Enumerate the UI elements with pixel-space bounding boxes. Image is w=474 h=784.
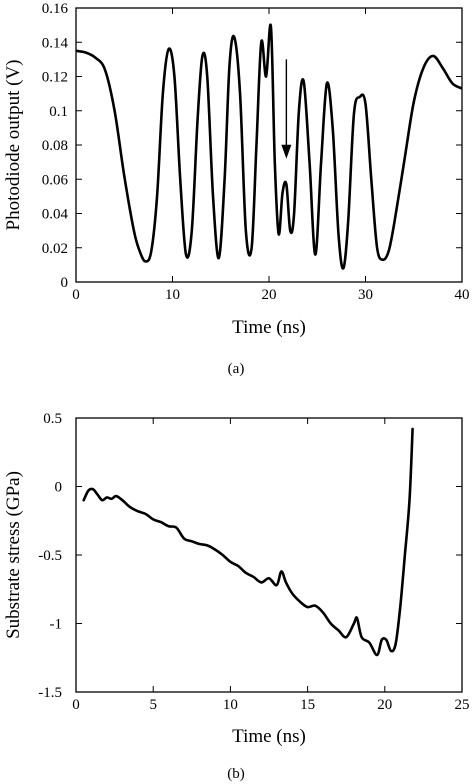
panel-a-x-tick-label: 0 [72, 287, 80, 303]
panel-a-y-tick-label: 0.16 [42, 1, 69, 17]
panel-b-y-tick-label: -1.5 [38, 685, 62, 701]
panel-b-y-tick-label: -0.5 [38, 548, 62, 564]
panel-a-y-tick-label: 0.06 [42, 172, 69, 188]
panel-a-ticks: 0 10 20 30 40 0 0.02 0.04 0.06 0.08 0.1 0.12 0.14 0.1… [42, 1, 470, 303]
panel-b-y-axis-label: Substrate stress (GPa) [3, 471, 24, 639]
panel-a-y-tick-label: 0.08 [42, 138, 68, 154]
panel-b-caption: (b) [227, 766, 245, 782]
panel-a-x-axis-label: Time (ns) [232, 317, 306, 338]
panel-a-y-tick-label: 0.1 [49, 104, 68, 120]
panel-a-series-line [76, 23, 462, 270]
panel-b-stress-chart: 0 5 10 15 20 25 -1.5 -1 -0.5 0 0.5 Time (ns) Subst… [3, 411, 470, 782]
panel-a-x-tick-label: 10 [165, 287, 180, 303]
panel-b-x-tick-label: 20 [377, 697, 392, 713]
panel-a-caption: (a) [228, 361, 245, 377]
panel-a-y-tick-label: 0.12 [42, 70, 68, 86]
panel-a-y-tick-label: 0.14 [42, 35, 69, 51]
panel-a-x-tick-label: 30 [358, 287, 373, 303]
panel-b-x-tick-label: 0 [72, 697, 80, 713]
panel-a-y-tick-label: 0 [61, 275, 69, 291]
panel-a-photodiode-chart: 0 10 20 30 40 0 0.02 0.04 0.06 0.08 0.1 0.12 0.14 0.1… [3, 1, 470, 377]
panel-b-series-line [82, 427, 414, 657]
panel-a-y-axis-label: Photodiode output (V) [3, 60, 24, 231]
panel-b-x-tick-label: 25 [455, 697, 470, 713]
annotation-arrow-head [281, 144, 292, 159]
panel-a-annotation [281, 59, 292, 159]
panel-a-x-tick-label: 20 [262, 287, 277, 303]
panel-b-series [82, 427, 414, 657]
panel-b-x-tick-label: 5 [149, 697, 157, 713]
panel-b-y-tick-label: 0.5 [43, 411, 62, 427]
panel-b-y-tick-label: -1 [50, 617, 63, 633]
panel-a-series [76, 23, 462, 270]
panel-a-y-tick-label: 0.02 [42, 241, 68, 257]
panel-b-x-tick-label: 15 [300, 697, 315, 713]
panel-b-x-axis-label: Time (ns) [232, 726, 306, 747]
panel-b-x-tick-label: 10 [223, 697, 238, 713]
panel-b-ticks: 0 5 10 15 20 25 -1.5 -1 -0.5 0 0.5 [38, 411, 469, 713]
panel-a-x-tick-label: 40 [455, 287, 470, 303]
panel-a-y-tick-label: 0.04 [42, 207, 69, 223]
panel-b-y-tick-label: 0 [55, 480, 63, 496]
